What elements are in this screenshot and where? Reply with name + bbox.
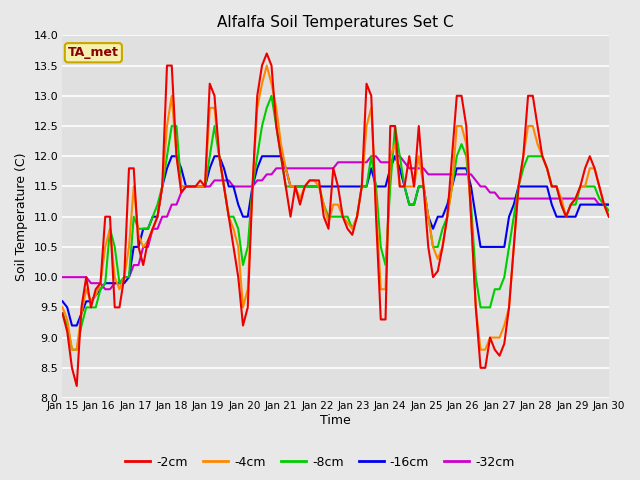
Text: TA_met: TA_met — [68, 46, 119, 59]
Title: Alfalfa Soil Temperatures Set C: Alfalfa Soil Temperatures Set C — [218, 15, 454, 30]
Y-axis label: Soil Temperature (C): Soil Temperature (C) — [15, 153, 28, 281]
Legend: -2cm, -4cm, -8cm, -16cm, -32cm: -2cm, -4cm, -8cm, -16cm, -32cm — [120, 451, 520, 474]
X-axis label: Time: Time — [320, 414, 351, 427]
